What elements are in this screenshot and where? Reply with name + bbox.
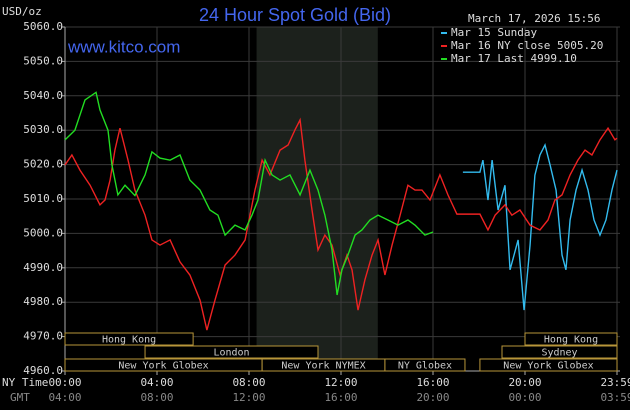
y-tick-label: 4980.0 xyxy=(23,295,63,308)
x2-tick-label: 00:00 xyxy=(508,391,541,404)
x2-axis-label: GMT xyxy=(10,391,30,404)
session-box xyxy=(64,332,194,346)
session-label: Hong Kong xyxy=(102,335,156,346)
x-tick-label: 20:00 xyxy=(508,376,541,389)
y-tick-label: 5040.0 xyxy=(23,89,63,102)
x-tick-label: 23:59 xyxy=(600,376,630,389)
y-tick-label: 5060.0 xyxy=(23,20,63,33)
x2-tick-label: 16:00 xyxy=(324,391,357,404)
x-tick-label: 12:00 xyxy=(324,376,357,389)
session-label: New York NYMEX xyxy=(281,361,365,372)
x-tick-label: 04:00 xyxy=(140,376,173,389)
session-label: New York Globex xyxy=(503,361,593,372)
session-box xyxy=(524,332,618,346)
session-label: New York Globex xyxy=(118,361,208,372)
session-label: Sydney xyxy=(541,348,577,359)
session-box xyxy=(479,358,618,372)
x2-tick-label: 12:00 xyxy=(232,391,265,404)
watermark: www.kitco.com xyxy=(67,37,180,56)
series-line xyxy=(64,117,618,331)
x-tick-label: 16:00 xyxy=(416,376,449,389)
x2-tick-label: 20:00 xyxy=(416,391,449,404)
session-box xyxy=(501,345,618,359)
plot: Hong Kong Hong Kong London Sydney New York G… xyxy=(61,26,620,375)
x-tick-label: 08:00 xyxy=(232,376,265,389)
series-line xyxy=(462,143,618,311)
legend-label: Mar 17 Last 4999.10 xyxy=(451,52,577,65)
session-label: Hong Kong xyxy=(544,335,598,346)
y-tick-label: 4990.0 xyxy=(23,261,63,274)
timestamp: March 17, 2026 15:56 xyxy=(468,12,600,25)
y-tick-label: 5000.0 xyxy=(23,226,63,239)
y-tick-label: 5050.0 xyxy=(23,54,63,67)
session-label: London xyxy=(213,348,249,359)
y-tick-label: 5020.0 xyxy=(23,158,63,171)
session-box xyxy=(384,358,466,372)
x2-tick-label: 08:00 xyxy=(140,391,173,404)
legend-label: Mar 16 NY close 5005.20 xyxy=(451,39,603,52)
x-tick-label: 00:00 xyxy=(48,376,81,389)
x-axis-label: NY Time xyxy=(2,376,48,389)
x2-tick-label: 04:00 xyxy=(48,391,81,404)
y-tick-label: 5030.0 xyxy=(23,123,63,136)
x2-tick-label: 03:59 xyxy=(600,391,630,404)
session-label: NY Globex xyxy=(398,361,452,372)
y-axis-label: USD/oz xyxy=(2,5,42,18)
y-tick-label: 4970.0 xyxy=(23,330,63,343)
y-tick-label: 4960.0 xyxy=(23,364,63,377)
series-line xyxy=(64,91,434,296)
session-box xyxy=(144,345,319,359)
legend-label: Mar 15 Sunday xyxy=(451,26,537,39)
y-tick-label: 5010.0 xyxy=(23,192,63,205)
chart-title: 24 Hour Spot Gold (Bid) xyxy=(199,5,391,25)
